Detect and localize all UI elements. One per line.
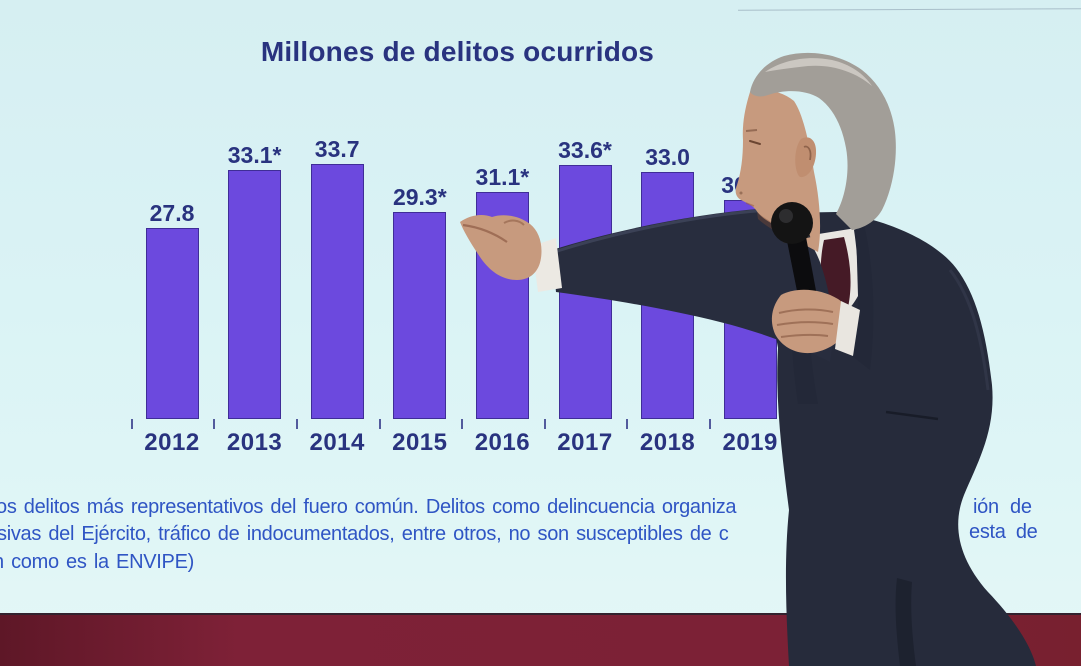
footnote-line1-left: os delitos más representativos del fuero… (0, 496, 737, 518)
footnote-line2-left: sivas del Ejército, tráfico de indocumen… (0, 523, 729, 545)
chart-title: Millones de delitos ocurridos (260, 36, 655, 67)
presenter-shirt-collar (806, 228, 858, 317)
bar-value-label: 33.1* (227, 142, 282, 168)
footnote-line1-right: ión de (973, 496, 1032, 518)
x-axis-label-2018: 2018 (639, 429, 696, 456)
microphone-icon (771, 202, 817, 301)
bar-value-label: 29.3* (392, 184, 447, 210)
axis-tick (295, 419, 298, 429)
bar-2014 (310, 164, 364, 419)
suit-lapel-right (852, 224, 874, 370)
bar-2018 (641, 172, 695, 419)
axis-tick (213, 419, 216, 429)
mic-hand (771, 289, 860, 356)
bar-2015 (393, 212, 447, 419)
stage-backdrop-band (0, 613, 1081, 666)
axis-tick (708, 419, 711, 429)
footnote-line2-right: esta de (969, 521, 1038, 543)
axis-tick (130, 419, 133, 429)
bar-2013 (228, 170, 282, 419)
x-axis-label-2016: 2016 (474, 429, 531, 456)
axis-tick (626, 419, 629, 429)
suit-lapel-left (790, 238, 818, 404)
bar-2012 (145, 228, 199, 419)
x-axis-label-2015: 2015 (392, 429, 448, 456)
x-axis-label-2012: 2012 (144, 429, 200, 456)
bar-2017 (558, 165, 612, 419)
screen-seam-line (737, 8, 1081, 11)
bar-value-label: 30. (721, 172, 754, 198)
x-axis-label-2014: 2014 (309, 429, 365, 456)
presenter-eye (749, 140, 761, 145)
bar-value-label: 27.8 (149, 200, 195, 226)
shirt-cuff-right (532, 238, 562, 292)
x-axis-label-2017: 2017 (557, 429, 613, 456)
bar-value-label: 33.0 (645, 144, 690, 170)
shirt-cuff-left (835, 301, 860, 356)
axis-tick (378, 419, 381, 429)
presenter-body (766, 212, 1036, 666)
bar-value-label: 33.7 (314, 136, 360, 162)
presenter-tie (820, 237, 851, 324)
axis-tick (461, 419, 464, 429)
bar-value-label: 33.6* (558, 137, 612, 163)
suit-pocket-line (885, 410, 939, 421)
bar-2019 (723, 200, 777, 419)
axis-tick (543, 419, 546, 429)
bar-value-label: 31.1* (475, 164, 530, 190)
x-axis-label-2019: 2019 (722, 429, 778, 456)
bar-2016 (475, 192, 529, 419)
footnote-line3-left: n como es la ENVIPE) (0, 551, 194, 573)
x-axis-label-2013: 2013 (226, 429, 283, 456)
